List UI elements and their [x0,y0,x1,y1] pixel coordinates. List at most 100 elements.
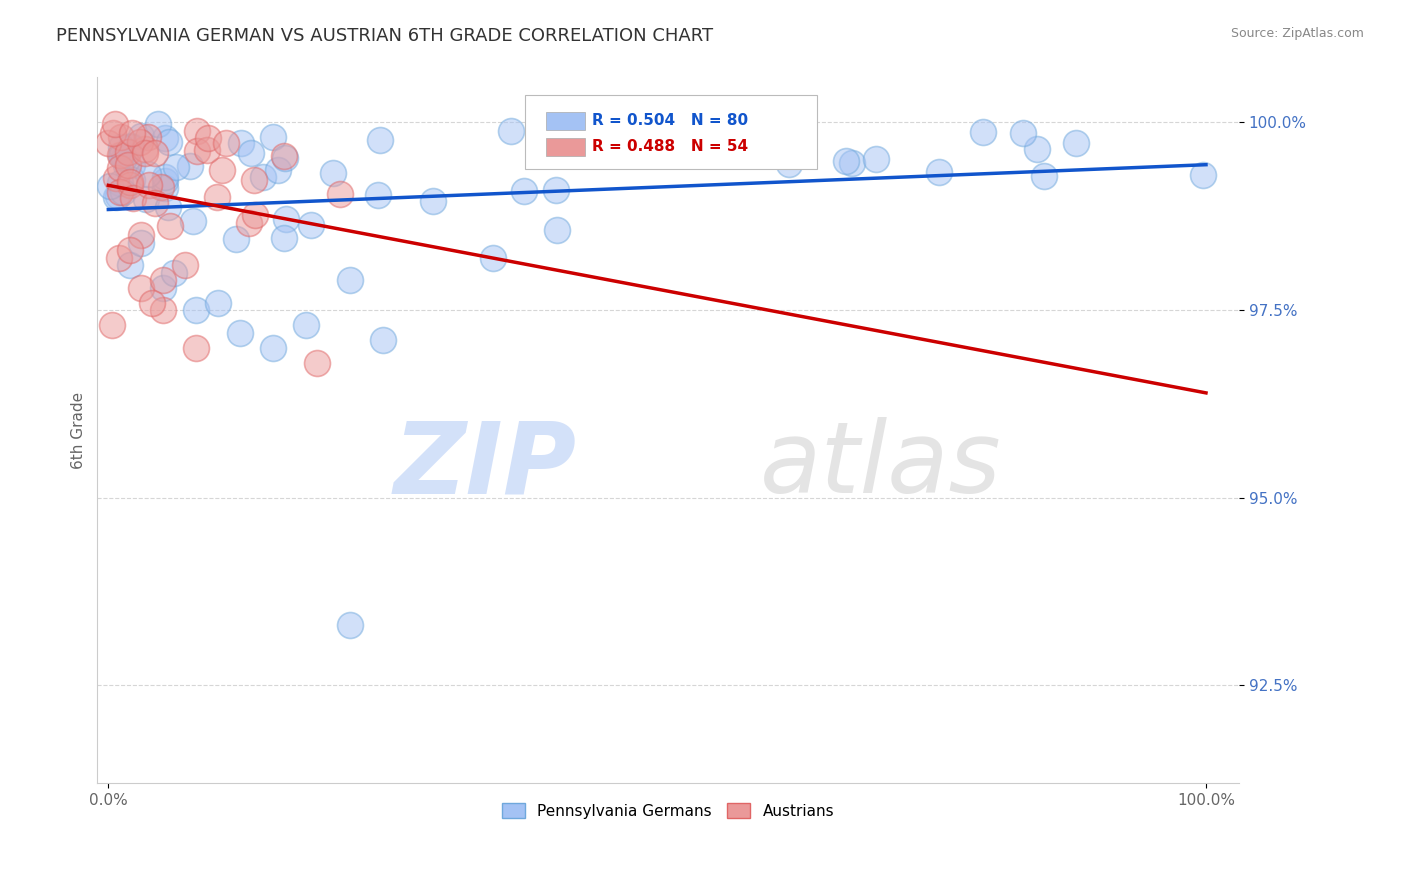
FancyBboxPatch shape [546,112,585,130]
Point [108,251,131,265]
Point [186,123,208,137]
Point [229,326,252,340]
Point [841,156,863,170]
Point [110,140,132,154]
Point [197,131,219,145]
Point [728,124,751,138]
Point [104,117,127,131]
Point [215,136,238,150]
Point [115,158,138,172]
Point [120,140,142,154]
Point [186,341,208,355]
Point [122,191,145,205]
Point [481,251,503,265]
Point [1064,136,1087,150]
Point [273,149,295,163]
Point [205,190,228,204]
Point [104,171,127,186]
Point [1012,126,1035,140]
Point [134,145,156,160]
Point [274,212,297,227]
Point [252,169,274,184]
Point [231,136,253,150]
Point [322,166,344,180]
Point [273,231,295,245]
Point [117,158,139,172]
Point [121,126,143,140]
Point [141,295,163,310]
Point [121,173,143,187]
Point [928,165,950,179]
Point [136,167,159,181]
Point [778,156,800,170]
Point [153,130,176,145]
Point [165,160,187,174]
Point [274,151,297,165]
Point [329,186,352,201]
Point [117,145,139,160]
Point [97,136,120,150]
Point [108,161,131,175]
Point [834,154,856,169]
Point [186,303,208,318]
Point [1033,169,1056,183]
Point [186,144,208,158]
Point [135,192,157,206]
Point [129,235,152,250]
Point [153,174,176,188]
Point [104,190,127,204]
Point [110,130,132,145]
Point [129,280,152,294]
Point [240,145,263,160]
Point [120,139,142,153]
Point [295,318,318,333]
FancyBboxPatch shape [546,138,585,156]
Point [512,184,534,198]
Point [118,175,141,189]
Point [143,195,166,210]
Point [865,153,887,167]
Point [134,142,156,156]
Point [262,341,284,355]
Point [1192,168,1215,182]
Point [339,273,361,287]
Point [138,178,160,192]
Point [544,183,567,197]
Point [243,173,266,187]
Point [371,333,394,347]
Point [101,126,124,140]
Point [152,273,174,287]
Point [152,303,174,318]
Point [422,194,444,208]
Point [301,219,323,233]
Legend: Pennsylvania Germans, Austrians: Pennsylvania Germans, Austrians [496,797,841,825]
Point [118,178,141,193]
Text: R = 0.504   N = 80: R = 0.504 N = 80 [592,113,748,128]
Text: PENNSYLVANIA GERMAN VS AUSTRIAN 6TH GRADE CORRELATION CHART: PENNSYLVANIA GERMAN VS AUSTRIAN 6TH GRAD… [56,27,713,45]
Point [225,232,247,246]
Point [136,130,159,145]
Point [153,169,176,184]
Y-axis label: 6th Grade: 6th Grade [72,392,86,469]
Point [129,135,152,149]
Point [157,200,180,214]
Point [1025,142,1047,156]
Point [245,209,267,223]
Text: R = 0.488   N = 54: R = 0.488 N = 54 [592,139,748,154]
Point [129,129,152,144]
Text: ZIP: ZIP [394,417,576,514]
Point [368,133,391,147]
Point [546,223,568,237]
Point [159,219,181,234]
Point [111,148,134,162]
Point [195,144,218,158]
Point [267,163,290,178]
Point [163,266,186,280]
Point [111,185,134,199]
Point [157,135,180,149]
Point [339,618,361,632]
Point [120,258,142,272]
Point [149,179,172,194]
Point [121,158,143,172]
Point [262,130,284,145]
